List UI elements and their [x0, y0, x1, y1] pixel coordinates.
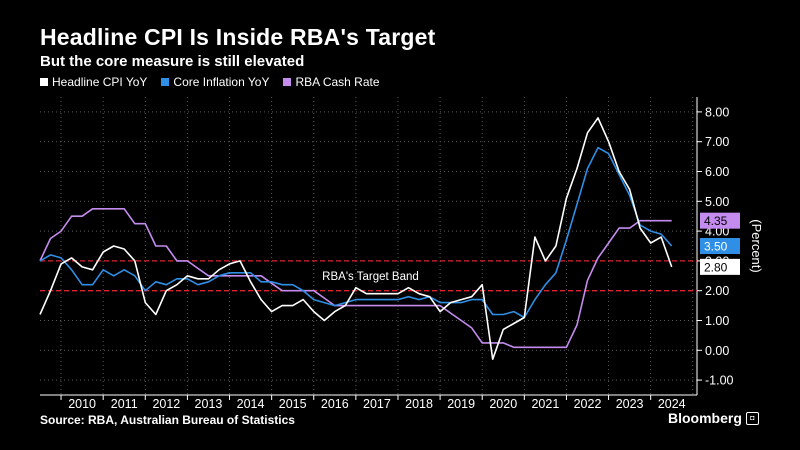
y-tick-label: 1.00	[705, 314, 729, 328]
headline-cpi-end-label-text: 2.80	[704, 260, 728, 274]
legend-item-headline-cpi: Headline CPI YoY	[40, 75, 147, 89]
core-inflation-end-label-bg	[700, 238, 740, 254]
legend-swatch-core-inflation	[161, 78, 170, 86]
x-tick-label: 2014	[237, 397, 265, 411]
legend-label-cash-rate: RBA Cash Rate	[295, 75, 380, 89]
target-band-label: RBA's Target Band	[322, 271, 419, 283]
chart-legend: Headline CPI YoY Core Inflation YoY RBA …	[40, 75, 380, 89]
x-tick-label: 2011	[111, 397, 138, 411]
brand-name: Bloomberg	[668, 410, 742, 426]
cash-rate-end-label-bg	[700, 212, 740, 229]
headline-cpi-end-label-bg	[700, 258, 740, 275]
x-tick-label: 2021	[531, 397, 559, 411]
x-tick-label: 2015	[279, 397, 307, 411]
core-inflation-line	[39, 146, 673, 319]
x-tick-label: 2016	[321, 397, 349, 411]
y-tick-label: 8.00	[705, 105, 729, 119]
x-tick-label: 2019	[447, 397, 475, 411]
x-tick-label: 2013	[195, 397, 223, 411]
source-note: Source: RBA, Australian Bureau of Statis…	[40, 413, 295, 427]
legend-item-core-inflation: Core Inflation YoY	[161, 75, 269, 89]
chart-title: Headline CPI Is Inside RBA's Target	[40, 24, 436, 50]
bloomberg-icon: ◘	[745, 411, 759, 425]
headline-cpi-line	[39, 117, 673, 361]
chart-subtitle: But the core measure is still elevated	[40, 53, 305, 70]
x-tick-label: 2012	[152, 397, 180, 411]
x-tick-label: 2020	[489, 397, 517, 411]
x-tick-label: 2022	[574, 397, 602, 411]
cash-rate-line	[39, 208, 672, 349]
cash-rate-end-label-text: 4.35	[704, 214, 728, 228]
x-tick-label: 2024	[658, 397, 686, 411]
y-tick-label: 2.00	[705, 284, 729, 298]
headline-cpi-end-label: 2.80	[700, 258, 740, 275]
core-inflation-end-label: 3.50	[700, 238, 740, 254]
legend-swatch-cash-rate	[283, 78, 292, 86]
legend-item-cash-rate: RBA Cash Rate	[283, 75, 380, 89]
x-tick-label: 2017	[363, 397, 391, 411]
y-tick-label: -1.00	[705, 374, 734, 388]
x-tick-label: 2018	[405, 397, 433, 411]
brand-logo: Bloomberg ◘	[668, 410, 759, 426]
legend-label-headline-cpi: Headline CPI YoY	[52, 75, 148, 89]
y-tick-label: 6.00	[705, 165, 729, 179]
x-tick-label: 2010	[68, 397, 96, 411]
y-tick-label: 0.00	[705, 344, 729, 358]
y-axis-label: (Percent)	[749, 219, 764, 272]
legend-label-core-inflation: Core Inflation YoY	[173, 75, 270, 89]
cash-rate-end-label: 4.35	[700, 212, 740, 229]
legend-swatch-headline-cpi	[40, 78, 48, 86]
core-inflation-end-label-text: 3.50	[704, 240, 728, 254]
x-tick-label: 2023	[616, 397, 644, 411]
y-tick-label: 5.00	[705, 195, 729, 209]
y-tick-label: 7.00	[705, 135, 729, 149]
